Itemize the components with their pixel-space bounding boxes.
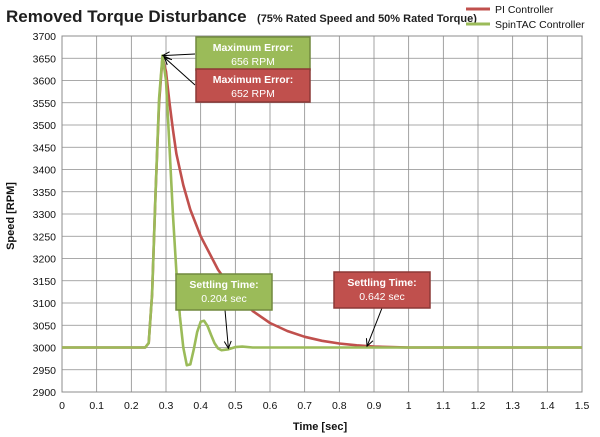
y-tick-label: 3300 — [33, 209, 57, 221]
x-tick-label: 0.3 — [159, 400, 174, 412]
y-tick-label: 3650 — [33, 53, 57, 65]
grid — [61, 35, 583, 393]
callout-box — [195, 68, 311, 103]
y-tick-label: 2950 — [33, 365, 57, 377]
axes: 2900 2950 3000 3050 3100 3150 3200 3250 3300 3350… — [33, 31, 590, 412]
callout-label: Maximum Error: — [213, 74, 294, 86]
callout-arrow — [224, 309, 229, 349]
callout-value: 0.204 sec — [201, 293, 247, 305]
y-tick-label: 3050 — [33, 320, 57, 332]
y-tick-label: 3350 — [33, 187, 57, 199]
callout-max-error: Maximum Error: 652 RPM — [163, 56, 311, 103]
y-tick-label: 2900 — [33, 387, 57, 399]
y-tick-label: 3150 — [33, 276, 57, 288]
callout-box — [175, 273, 273, 311]
x-tick-label: 0.9 — [367, 400, 382, 412]
y-tick-label: 3400 — [33, 165, 57, 177]
y-tick-label: 3450 — [33, 142, 57, 154]
x-tick-label: 0.4 — [193, 400, 208, 412]
callout-box — [195, 36, 311, 71]
x-tick-label: 0.5 — [228, 400, 243, 412]
y-tick-label: 3250 — [33, 231, 57, 243]
y-tick-label: 3100 — [33, 298, 57, 310]
x-axis-label: Time [sec] — [293, 421, 348, 433]
legend-label: SpinTAC Controller — [495, 19, 585, 31]
x-tick-label: 1.3 — [505, 400, 520, 412]
callout-arrow — [162, 53, 196, 57]
x-tick-label: 1.1 — [436, 400, 451, 412]
y-tick-label: 3200 — [33, 254, 57, 266]
callout-arrow — [366, 307, 383, 347]
callout-max-error: Maximum Error: 656 RPM — [161, 36, 311, 71]
callout-label: Settling Time: — [189, 279, 258, 291]
callout-settling-time: Settling Time: 0.642 sec — [333, 271, 431, 348]
x-tick-label: 0.6 — [263, 400, 278, 412]
x-tick-label: 1.5 — [575, 400, 590, 412]
y-tick-label: 3600 — [33, 76, 57, 88]
series-line-spintac — [62, 54, 582, 367]
callout-value: 0.642 sec — [359, 291, 405, 303]
callout-value: 652 RPM — [231, 88, 275, 100]
callout-arrowhead — [163, 56, 173, 65]
callout-label: Maximum Error: — [213, 42, 294, 54]
y-tick-label: 3700 — [33, 31, 57, 43]
chart-title-main: Removed Torque Disturbance — [6, 7, 247, 26]
y-tick-label: 3500 — [33, 120, 57, 132]
chart-subtitle: (75% Rated Speed and 50% Rated Torque) — [257, 13, 477, 25]
callout-label: Settling Time: — [347, 277, 416, 289]
callout-arrow — [163, 56, 196, 86]
x-tick-label: 0.7 — [297, 400, 312, 412]
x-tick-label: 0.8 — [332, 400, 347, 412]
legend: PI Controller SpinTAC Controller — [466, 4, 585, 31]
callout-arrowhead — [223, 340, 232, 350]
callout-box — [333, 271, 431, 309]
x-tick-label: 0.1 — [89, 400, 104, 412]
callout-value: 656 RPM — [231, 56, 275, 68]
annotations: Maximum Error: 656 RPM Maximum Error: 652 R… — [161, 36, 431, 350]
callout-arrowhead — [161, 51, 171, 60]
x-tick-label: 0 — [59, 400, 65, 412]
y-tick-label: 3550 — [33, 98, 57, 110]
y-tick-label: 3000 — [33, 343, 57, 355]
series-lines — [62, 54, 582, 367]
callout-arrowhead — [365, 338, 374, 348]
callout-settling-time: Settling Time: 0.204 sec — [175, 273, 273, 350]
x-tick-label: 1.4 — [540, 400, 555, 412]
x-tick-label: 0.2 — [124, 400, 139, 412]
x-tick-label: 1 — [406, 400, 412, 412]
chart-title: Removed Torque Disturbance (75% Rated Sp… — [6, 7, 477, 26]
x-tick-label: 1.2 — [471, 400, 486, 412]
series-line-pi — [62, 56, 582, 349]
y-axis-label: Speed [RPM] — [5, 182, 17, 250]
legend-label: PI Controller — [495, 4, 554, 16]
